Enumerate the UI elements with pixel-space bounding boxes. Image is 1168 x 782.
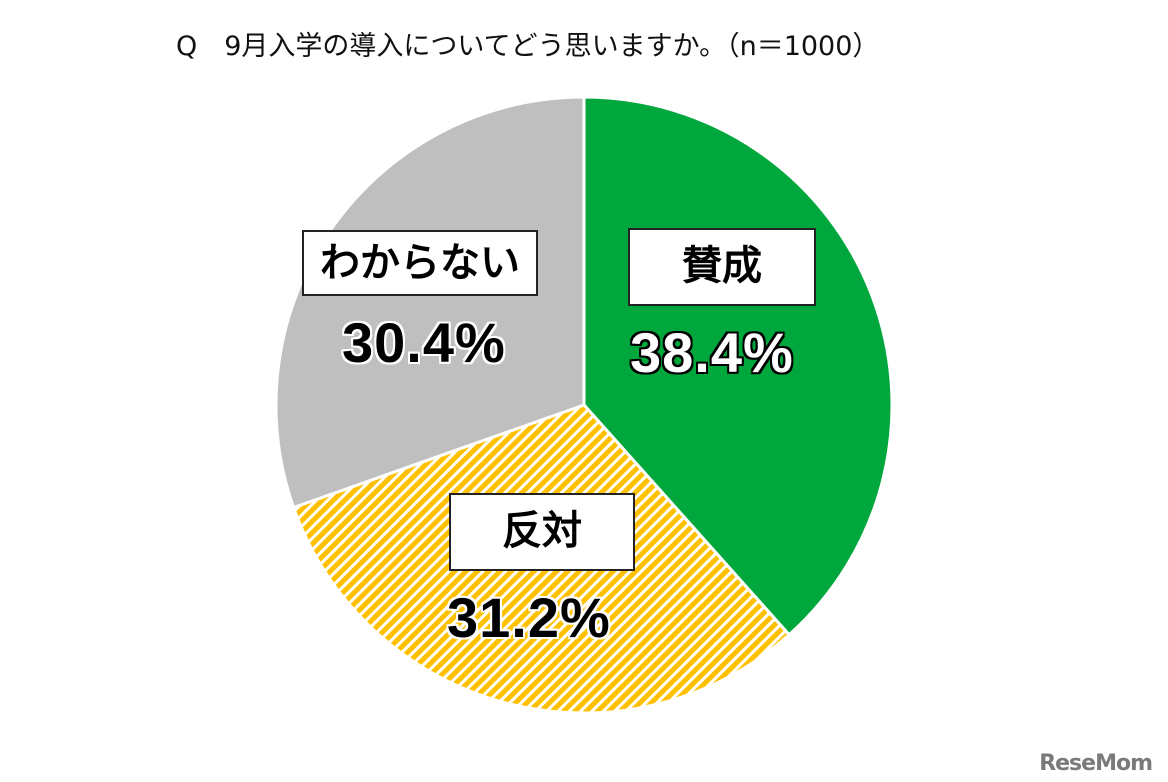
slice-value-disagree: 31.2% <box>447 586 611 649</box>
slice-label-unknown: わからない <box>302 230 538 296</box>
slice-value-agree: 38.4% <box>630 321 794 384</box>
pie-slice-unknown <box>274 95 586 510</box>
slice-label-disagree: 反対 <box>449 493 635 571</box>
slice-value-unknown: 30.4% <box>342 311 506 374</box>
chart-title: Q 9月入学の導入についてどう思いますか。（n＝1000） <box>176 31 880 62</box>
slice-label-agree: 賛成 <box>628 228 816 306</box>
resemom-logo: ReseMom <box>1039 751 1153 776</box>
